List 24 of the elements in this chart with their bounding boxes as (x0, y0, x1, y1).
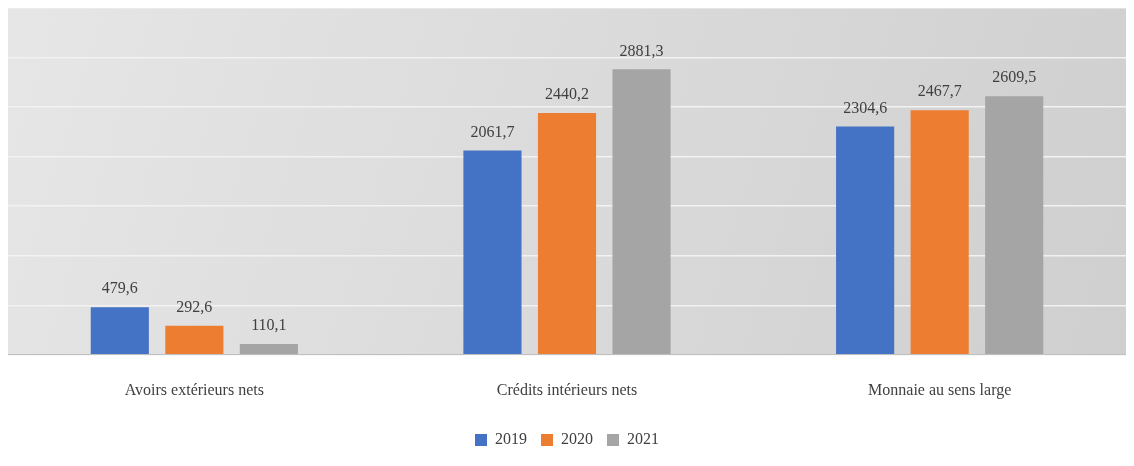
data-label: 292,6 (176, 298, 213, 316)
data-label: 2061,7 (470, 122, 515, 140)
legend-label: 2020 (561, 430, 593, 448)
bar (90, 307, 149, 355)
legend-label: 2021 (627, 430, 659, 448)
bar (165, 325, 224, 355)
bar (537, 113, 597, 355)
data-label: 2467,7 (917, 82, 962, 100)
x-tick-label: Monnaie au sens large (868, 380, 1012, 399)
data-label: 2304,6 (843, 98, 888, 116)
bar (463, 150, 522, 355)
bar (985, 96, 1044, 355)
bar (836, 126, 895, 355)
data-label: 2440,2 (545, 85, 589, 103)
data-label: 110,1 (251, 316, 287, 334)
x-tick-label: Avoirs extérieurs nets (124, 380, 264, 398)
data-label: 2609,5 (992, 68, 1037, 86)
legend-label: 2019 (495, 430, 527, 448)
x-tick-label: Crédits intérieurs nets (496, 380, 638, 398)
bar (910, 110, 969, 355)
data-label: 2881,3 (619, 41, 664, 59)
bar (612, 69, 671, 355)
data-label: 479,6 (101, 279, 138, 297)
bar (239, 343, 298, 355)
